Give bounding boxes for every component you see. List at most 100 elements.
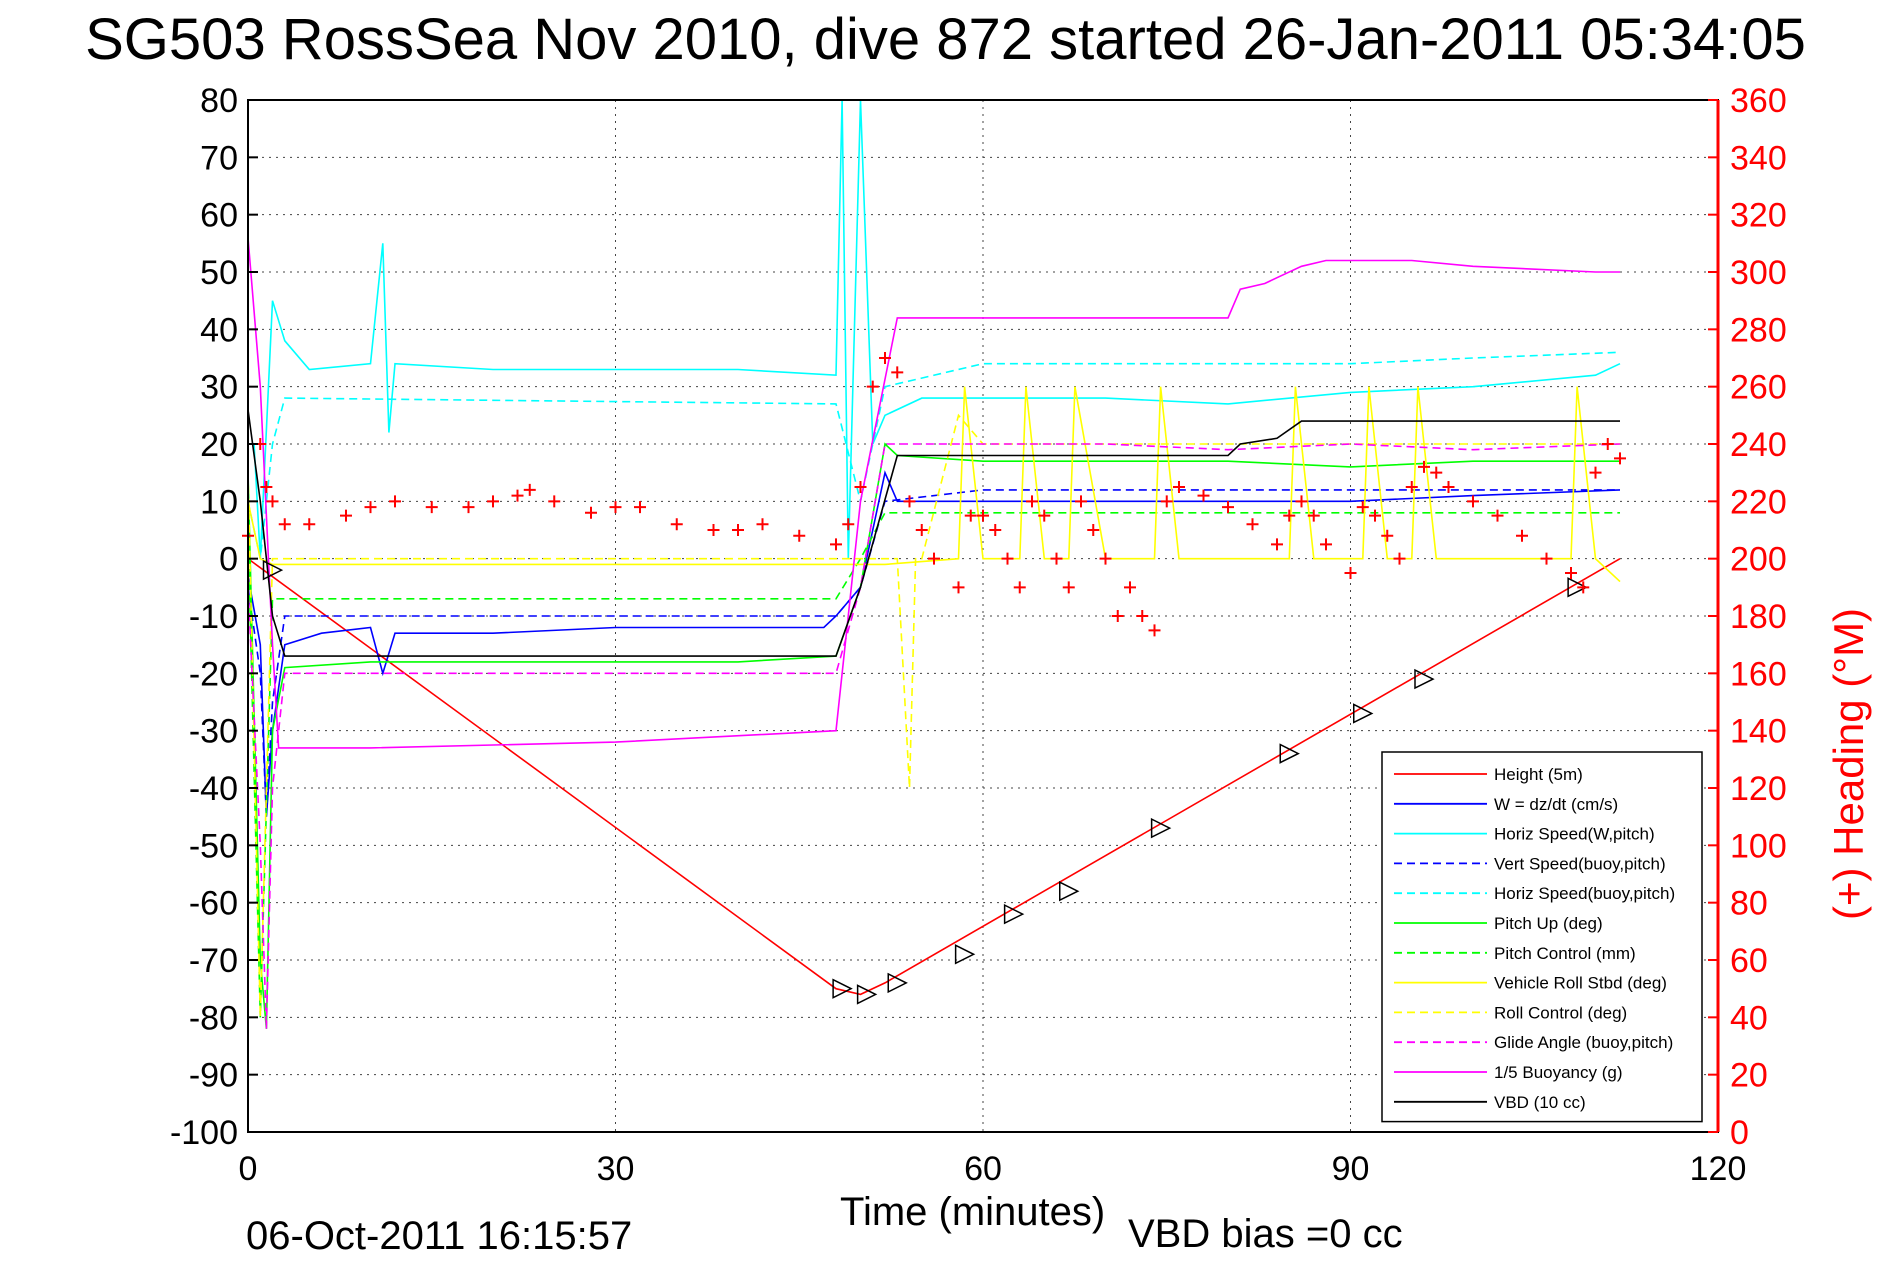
legend-item: Horiz Speed(buoy,pitch) [1394,884,1675,903]
plus-marker [756,518,769,531]
triangle-marker [262,559,284,581]
y2-tick-label: 100 [1730,827,1787,865]
plus-marker [903,495,916,508]
y-tick-label: 10 [200,483,238,521]
series-line-horiz-speed-buoy-pitch [247,351,1621,559]
y-tick-label: 0 [219,541,238,579]
legend-label: Horiz Speed(buoy,pitch) [1494,884,1675,903]
plus-marker [1540,552,1553,565]
plus-marker [1075,495,1087,508]
legend-label: Glide Angle (buoy,pitch) [1494,1033,1673,1052]
legend-label: Pitch Up (deg) [1494,914,1603,933]
y2-tick-label: 80 [1730,885,1768,923]
triangle-marker [887,972,908,994]
y2-tick-label: 200 [1730,541,1787,579]
plus-marker [1577,581,1590,594]
plus-marker [1111,610,1124,622]
triangle-marker [954,944,976,965]
plus-marker [1283,509,1296,522]
y-tick-label: 40 [200,311,238,349]
plus-marker [1001,552,1014,565]
plus-marker [1013,581,1026,594]
legend-item: Pitch Up (deg) [1394,914,1603,933]
legend-item: Horiz Speed(W,pitch) [1394,825,1655,844]
x-tick-label: 90 [1332,1150,1370,1188]
plus-marker [1565,567,1577,579]
legend-box [1381,751,1703,1123]
tick-layer: 0 30 60 90 12080706050403020100-10-20-30-40-… [170,82,1787,1188]
y-tick-label: -10 [189,598,238,636]
x-tick-label: 0 [239,1150,258,1188]
legend-item: W = dz/dt (cm/s) [1394,795,1618,814]
triangle-marker [1150,817,1172,839]
y-tick-label: 60 [200,197,238,235]
y-tick-label: -70 [189,942,238,980]
y2-tick-label: 20 [1730,1057,1768,1095]
plus-marker [266,495,279,508]
plus-marker [609,501,622,514]
plus-marker [854,481,867,493]
legend-item: Roll Control (deg) [1394,1003,1627,1022]
plus-marker [1148,624,1161,637]
series-markers-height-5m-markers [262,559,1588,1005]
legend-item: Vert Speed(buoy,pitch) [1394,854,1666,873]
plus-marker [1038,509,1051,522]
triangle-marker [1353,703,1374,724]
plus-marker [1099,552,1112,565]
y2-tick-label: 300 [1730,254,1787,292]
y2-tick-label: 60 [1730,942,1768,980]
series-line-height-5m [247,558,1621,996]
legend-label: W = dz/dt (cm/s) [1494,795,1618,814]
triangle-marker [1567,577,1588,598]
plus-marker [1601,438,1614,450]
plus-marker [1087,524,1100,536]
plus-marker [1062,581,1075,594]
plus-marker [1442,481,1455,493]
plus-marker [389,495,401,508]
plus-marker [1516,529,1528,542]
plus-marker [1381,529,1394,542]
plus-marker [1173,481,1185,493]
plus-marker [523,483,536,496]
series-layer [242,99,1626,1029]
plus-marker [585,506,597,519]
plus-marker [891,366,904,379]
triangle-marker [832,978,853,999]
triangle-marker [1059,880,1080,902]
plus-marker [425,501,438,514]
y-tick-label: -40 [189,770,238,808]
plus-marker [1589,466,1602,479]
plus-marker [1344,567,1357,579]
chart-title: SG503 RossSea Nov 2010, dive 872 started… [85,7,1806,72]
legend-label: Height (5m) [1494,765,1583,784]
plus-marker [1160,495,1173,508]
x-tick-label: 60 [964,1150,1002,1188]
y2-tick-label: 140 [1730,713,1787,751]
series-line-vbd-10-cc [247,409,1620,657]
plus-marker [1295,495,1308,508]
plus-marker [364,501,377,514]
plus-marker [793,529,806,542]
plus-marker [1491,509,1504,522]
y2-tick-label: 220 [1730,483,1787,521]
legend: Height (5m) W = dz/dt (cm/s) Horiz Speed(W… [1381,751,1703,1123]
plus-marker [340,509,352,522]
plus-marker [1405,481,1418,493]
plus-marker [1356,501,1369,514]
plus-marker [1467,495,1479,508]
legend-label: VBD (10 cc) [1494,1093,1586,1112]
y2-tick-label: 340 [1730,139,1787,177]
plus-marker [1197,489,1210,502]
plus-marker [278,518,291,531]
plus-marker [1136,610,1149,622]
y-tick-label: -20 [189,655,238,693]
plus-marker [462,501,475,514]
y-tick-label: -30 [189,713,238,751]
plus-marker [1026,495,1038,508]
y-tick-label: 50 [200,254,238,292]
legend-item: Pitch Control (mm) [1394,944,1636,963]
plus-marker [670,518,683,531]
x-axis-label: Time (minutes) [840,1190,1106,1234]
plus-marker [1320,538,1332,551]
x-tick-label: 30 [597,1150,635,1188]
